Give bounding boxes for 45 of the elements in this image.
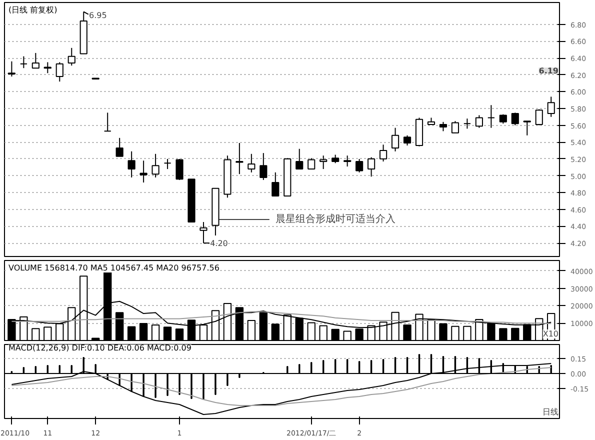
candlestick	[236, 142, 244, 175]
candlestick	[547, 96, 555, 118]
annotation: X10	[542, 330, 559, 338]
candlestick	[104, 112, 112, 132]
candlestick	[487, 104, 495, 128]
candlestick	[344, 155, 352, 168]
chart-title: (日线 前复权)	[8, 6, 58, 14]
candlestick	[439, 121, 448, 132]
candlestick	[272, 172, 280, 196]
candlestick	[523, 120, 531, 136]
candlestick	[56, 62, 64, 82]
candlestick	[511, 112, 519, 126]
candlestick	[296, 148, 304, 170]
line-series	[11, 311, 552, 324]
candlestick	[379, 144, 388, 162]
candlestick	[8, 60, 16, 78]
candlestick	[164, 158, 172, 170]
candlestick	[403, 134, 412, 146]
candlestick	[128, 150, 136, 178]
candlestick	[32, 52, 40, 69]
candlestick	[463, 118, 471, 130]
candlestick	[451, 120, 460, 134]
candlestick	[260, 152, 268, 180]
candlestick	[140, 160, 148, 183]
line-series	[11, 367, 552, 406]
candlestick	[320, 155, 328, 170]
candlestick	[116, 137, 124, 157]
candlestick	[248, 153, 256, 173]
annotation: 6.19	[538, 66, 559, 76]
annotation: 晨星组合形成时可适当介入	[275, 212, 396, 225]
candlestick	[20, 56, 28, 69]
candlestick	[391, 127, 400, 152]
candlestick	[368, 156, 376, 178]
candlestick	[308, 158, 316, 170]
candlestick	[535, 108, 543, 126]
candlestick	[356, 158, 364, 173]
candlestick	[152, 153, 160, 178]
candlestick	[68, 47, 76, 66]
annotation: 4.20	[210, 239, 228, 248]
candlestick	[475, 114, 483, 128]
candlestick	[176, 158, 184, 180]
chart-title: MACD(12,26,9) DIF:0.10 DEA:0.06 MACD:0.09	[8, 344, 192, 352]
annotation: 6.95	[89, 10, 107, 20]
chart-title: VOLUME 156814.70 MA5 104567.45 MA20 96757.56	[8, 264, 220, 272]
annotation: 日线	[542, 408, 558, 416]
